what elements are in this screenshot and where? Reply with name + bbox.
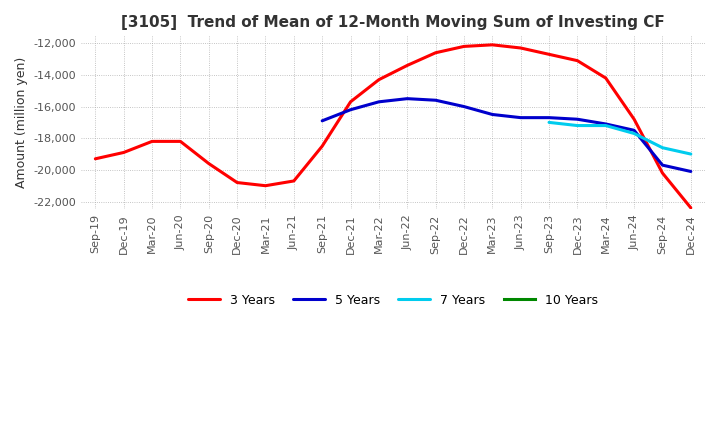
3 Years [601, 75, 610, 81]
7 Years [658, 145, 667, 150]
5 Years [516, 115, 525, 120]
Line: 3 Years: 3 Years [95, 45, 690, 208]
Line: 5 Years: 5 Years [322, 99, 690, 172]
3 Years [573, 58, 582, 63]
3 Years [120, 150, 128, 155]
3 Years [233, 180, 241, 185]
3 Years [459, 44, 468, 49]
Line: 7 Years: 7 Years [549, 122, 690, 154]
3 Years [488, 42, 497, 48]
5 Years [630, 128, 639, 133]
Title: [3105]  Trend of Mean of 12-Month Moving Sum of Investing CF: [3105] Trend of Mean of 12-Month Moving … [121, 15, 665, 30]
3 Years [516, 45, 525, 51]
5 Years [318, 118, 326, 124]
Y-axis label: Amount (million yen): Amount (million yen) [15, 57, 28, 188]
5 Years [573, 117, 582, 122]
7 Years [601, 123, 610, 128]
7 Years [686, 151, 695, 157]
5 Years [403, 96, 412, 101]
7 Years [630, 131, 639, 136]
3 Years [204, 161, 213, 166]
5 Years [658, 162, 667, 168]
3 Years [545, 51, 554, 57]
5 Years [601, 121, 610, 127]
5 Years [346, 107, 355, 112]
3 Years [431, 50, 440, 55]
3 Years [630, 117, 639, 122]
3 Years [318, 143, 326, 149]
3 Years [91, 156, 99, 161]
7 Years [573, 123, 582, 128]
7 Years [545, 120, 554, 125]
5 Years [686, 169, 695, 174]
5 Years [488, 112, 497, 117]
3 Years [403, 63, 412, 68]
3 Years [176, 139, 185, 144]
5 Years [374, 99, 383, 104]
3 Years [686, 205, 695, 210]
3 Years [658, 170, 667, 176]
3 Years [148, 139, 156, 144]
3 Years [261, 183, 270, 188]
5 Years [545, 115, 554, 120]
5 Years [459, 104, 468, 109]
3 Years [346, 99, 355, 104]
3 Years [374, 77, 383, 82]
3 Years [289, 178, 298, 183]
5 Years [431, 98, 440, 103]
Legend: 3 Years, 5 Years, 7 Years, 10 Years: 3 Years, 5 Years, 7 Years, 10 Years [184, 289, 603, 312]
